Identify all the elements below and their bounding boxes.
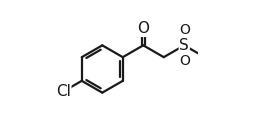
- Text: O: O: [179, 23, 190, 37]
- Text: O: O: [179, 54, 190, 68]
- Text: O: O: [137, 21, 149, 36]
- Text: S: S: [179, 38, 189, 53]
- Text: Cl: Cl: [56, 84, 71, 99]
